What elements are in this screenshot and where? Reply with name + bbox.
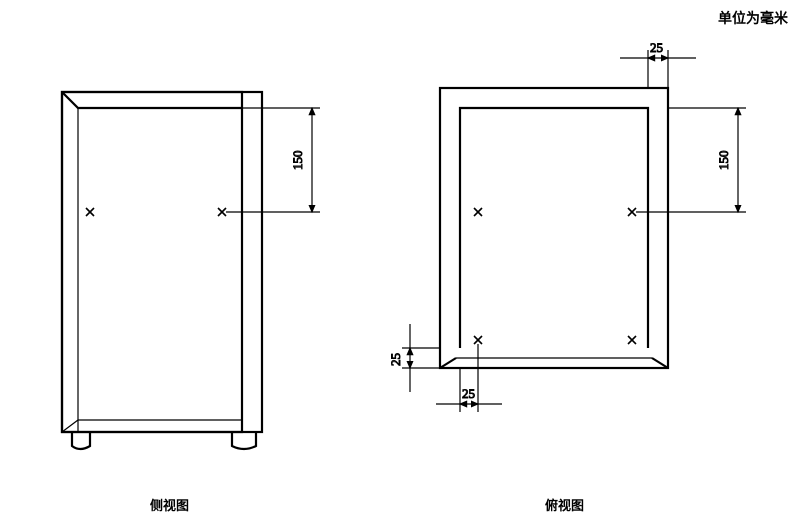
top-dim-25b: 25 bbox=[388, 353, 403, 366]
top-view: 25 150 25 bbox=[388, 40, 746, 412]
diagram-canvas: 单位为毫米 bbox=[0, 0, 804, 514]
side-dim-150: 150 bbox=[290, 151, 305, 171]
drawing-svg: 150 bbox=[0, 0, 804, 514]
top-view-label: 俯视图 bbox=[545, 495, 584, 514]
top-dim-25c: 25 bbox=[462, 386, 475, 401]
top-dim-25a: 25 bbox=[650, 40, 663, 55]
side-view: 150 bbox=[62, 92, 320, 449]
side-view-label: 侧视图 bbox=[150, 495, 189, 514]
top-dim-150: 150 bbox=[716, 151, 731, 171]
